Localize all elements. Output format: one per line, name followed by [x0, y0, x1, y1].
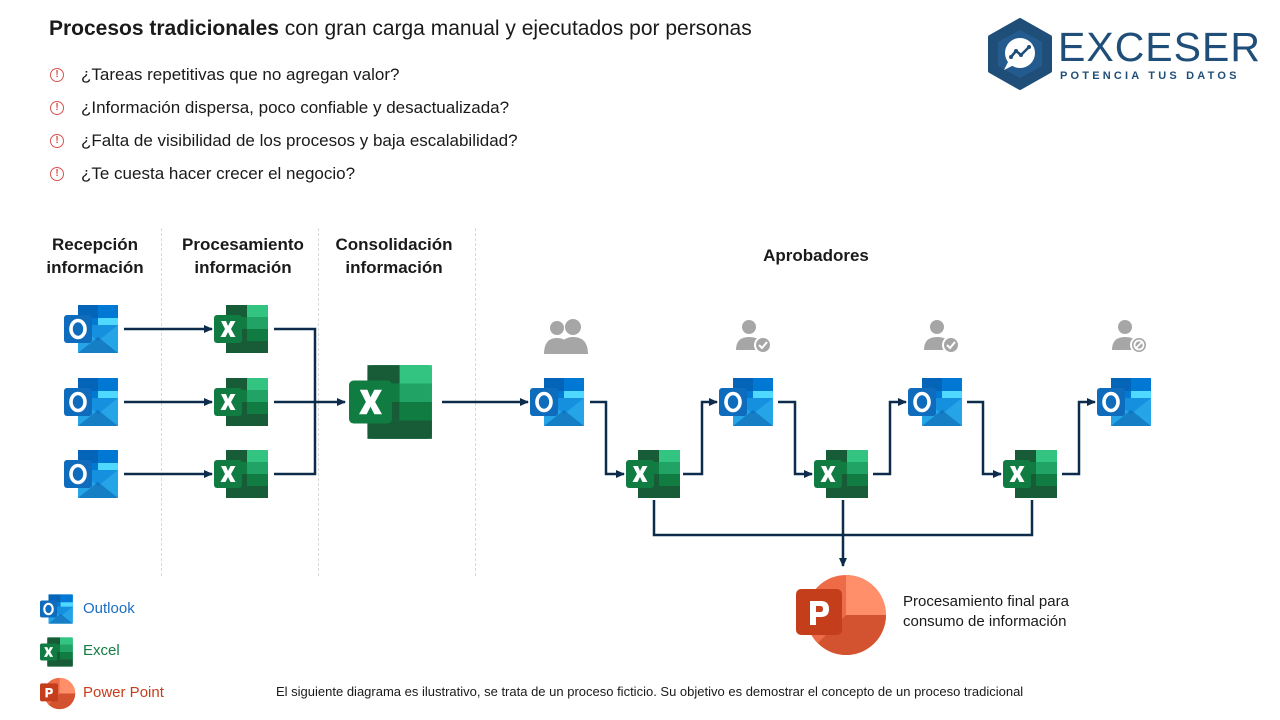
- outlook-icon: [64, 376, 120, 428]
- bullet-item: ! ¿Falta de visibilidad de los procesos …: [50, 131, 518, 151]
- column-header-line: información: [345, 258, 443, 277]
- exclamation-circle-icon: !: [50, 167, 64, 181]
- outlook-icon: [719, 376, 775, 428]
- bullet-text: ¿Tareas repetitivas que no agregan valor…: [81, 65, 400, 84]
- bullet-text: ¿Falta de visibilidad de los procesos y …: [81, 131, 518, 150]
- arrow-connector: [590, 400, 625, 478]
- arrow-connector: [1062, 398, 1096, 476]
- outlook-icon: [64, 448, 120, 500]
- legend-label-excel: Excel: [83, 642, 120, 659]
- approvers-header: Aprobadores: [763, 246, 869, 265]
- excel-icon: [40, 636, 74, 668]
- logo-name: EXCESER: [1058, 24, 1261, 70]
- final-processing-label: Procesamiento final para consumo de info…: [903, 592, 1069, 632]
- column-header-line: Recepción: [52, 235, 138, 254]
- excel-icon: [214, 448, 270, 500]
- users-group-icon: [544, 319, 588, 354]
- outlook-icon: [530, 376, 586, 428]
- arrow-connector: [873, 398, 907, 476]
- exceser-logo-icon: [988, 18, 1052, 90]
- powerpoint-icon: [40, 677, 76, 710]
- title-rest: con gran carga manual y ejecutados por p…: [278, 17, 752, 40]
- outlook-icon: [1097, 376, 1153, 428]
- column-header-line: Consolidación: [335, 235, 453, 254]
- outlook-icon: [64, 303, 120, 355]
- excel-icon: [214, 376, 270, 428]
- footnote: El siguiente diagrama es ilustrativo, se…: [276, 684, 1024, 699]
- legend-label-powerpoint: Power Point: [83, 684, 164, 701]
- bullet-text: ¿Te cuesta hacer crecer el negocio?: [81, 164, 356, 183]
- excel-icon: [814, 448, 870, 500]
- arrow-connector: [683, 398, 718, 476]
- bullet-item: ! ¿Te cuesta hacer crecer el negocio?: [50, 164, 355, 184]
- outlook-icon: [40, 593, 74, 625]
- powerpoint-icon: [796, 573, 888, 657]
- arrow-connector: [778, 400, 813, 478]
- title-bold: Procesos tradicionales: [49, 17, 279, 40]
- exclamation-circle-icon: !: [50, 101, 64, 115]
- bullet-text: ¿Información dispersa, poco confiable y …: [81, 98, 510, 117]
- column-header-line: Procesamiento: [182, 235, 304, 254]
- exclamation-circle-icon: !: [50, 134, 64, 148]
- bullet-item: ! ¿Tareas repetitivas que no agregan val…: [50, 65, 399, 85]
- page-title: Procesos tradicionales con gran carga ma…: [49, 17, 752, 41]
- logo-tagline: POTENCIA TUS DATOS: [1060, 70, 1240, 82]
- column-header-line: información: [46, 258, 144, 277]
- user-approved-icon: [736, 320, 772, 354]
- user-blocked-icon: [1112, 320, 1148, 354]
- final-text-line: Procesamiento final para: [903, 593, 1069, 610]
- legend-label-outlook: Outlook: [83, 600, 135, 617]
- excel-icon: [214, 303, 270, 355]
- column-header-recepcion: Recepción información: [20, 233, 170, 279]
- column-header-consolidacion: Consolidación información: [318, 233, 470, 279]
- exclamation-circle-icon: !: [50, 68, 64, 82]
- excel-icon: [349, 362, 435, 442]
- final-text-line: consumo de información: [903, 613, 1067, 630]
- bullet-item: ! ¿Información dispersa, poco confiable …: [50, 98, 509, 118]
- outlook-icon: [908, 376, 964, 428]
- arrow-connector: [967, 400, 1002, 478]
- excel-icon: [626, 448, 682, 500]
- column-header-line: información: [194, 258, 292, 277]
- column-header-procesamiento: Procesamiento información: [168, 233, 318, 279]
- excel-icon: [1003, 448, 1059, 500]
- user-approved-icon: [924, 320, 960, 354]
